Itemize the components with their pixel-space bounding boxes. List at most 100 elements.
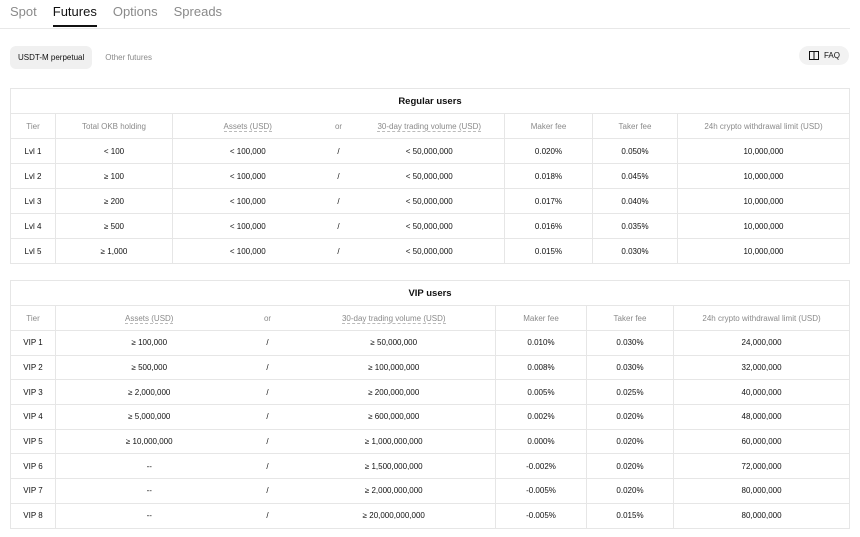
column-header: Tier bbox=[10, 113, 56, 139]
table-cell: < 100,000 bbox=[172, 188, 323, 214]
header-text: Taker fee bbox=[618, 121, 652, 131]
table-cell: / bbox=[242, 379, 293, 405]
column-header: Maker fee bbox=[495, 305, 587, 331]
table-cell: 0.045% bbox=[592, 163, 678, 189]
table-cell: < 100,000 bbox=[172, 213, 323, 239]
column-header: Taker fee bbox=[592, 113, 678, 139]
table-cell: / bbox=[242, 330, 293, 356]
header-text: Total OKB holding bbox=[81, 121, 147, 131]
table-cell: < 100 bbox=[55, 138, 173, 164]
table-cell: ≥ 10,000,000 bbox=[55, 428, 243, 454]
table-cell: 0.020% bbox=[586, 478, 674, 504]
table-cell: ≥ 20,000,000,000 bbox=[292, 502, 496, 528]
table-cell: 0.018% bbox=[504, 163, 593, 189]
column-header: 24h crypto withdrawal limit (USD) bbox=[672, 305, 850, 331]
table-cell: 0.020% bbox=[586, 453, 674, 479]
table-row: VIP 4 ≥ 5,000,000/≥ 600,000,000 0.002% 0.02… bbox=[10, 404, 850, 430]
table-cell: VIP 1 bbox=[10, 330, 56, 356]
table-cell: 0.000% bbox=[495, 428, 587, 454]
sub-tab[interactable]: Other futures bbox=[105, 53, 152, 62]
table-cell: VIP 3 bbox=[10, 379, 56, 405]
table-cell: < 50,000,000 bbox=[354, 213, 505, 239]
column-header: Tier bbox=[10, 305, 56, 331]
table-cell: ≥ 1,000 bbox=[55, 238, 173, 264]
header-text: Assets (USD) bbox=[125, 313, 174, 324]
table-row: Lvl 3 ≥ 200 < 100,000/< 50,000,000 0.017% 0.… bbox=[10, 188, 850, 214]
table-cell: / bbox=[242, 453, 293, 479]
table-title: Regular users bbox=[10, 88, 850, 114]
table-cell: ≥ 200,000,000 bbox=[292, 379, 496, 405]
column-header: Taker fee bbox=[586, 305, 674, 331]
tab[interactable]: Spreads bbox=[173, 4, 223, 19]
table-row: VIP 7 -- / ≥ 2,000,000,000 -0.005% 0.020% 80,0… bbox=[10, 478, 850, 504]
table-title: VIP users bbox=[9, 280, 850, 306]
table-cell: VIP 5 bbox=[10, 428, 56, 454]
faq-button[interactable]: FAQ bbox=[798, 46, 849, 65]
table-cell: 0.010% bbox=[495, 330, 587, 356]
table-row: Lvl 2 ≥ 100 < 100,000/< 50,000,000 0.018% 0.… bbox=[10, 163, 850, 189]
header-text: Tier bbox=[26, 121, 40, 131]
table-cell: / bbox=[242, 404, 293, 430]
tab[interactable]: Futures bbox=[52, 4, 97, 27]
column-header: Total OKB holding bbox=[55, 113, 173, 139]
table-cell: ≥ 600,000,000 bbox=[292, 404, 496, 430]
table-cell: 10,000,000 bbox=[677, 188, 850, 214]
table-cell: -0.002% bbox=[495, 453, 587, 479]
table-cell: 60,000,000 bbox=[672, 428, 850, 454]
table-cell: 80,000,000 bbox=[672, 478, 850, 504]
column-header: 30-day trading volume (USD) bbox=[292, 305, 496, 331]
faq-icon bbox=[808, 51, 819, 60]
header-text: Maker fee bbox=[530, 121, 567, 131]
table-cell: VIP 2 bbox=[10, 354, 56, 380]
table-cell: 32,000,000 bbox=[672, 354, 850, 380]
sub-tab[interactable]: USDT-M perpetual bbox=[10, 46, 93, 69]
divider bbox=[0, 28, 850, 29]
table-cell: 0.015% bbox=[586, 502, 674, 528]
table-row: VIP 3 ≥ 2,000,000/≥ 200,000,000 0.005% 0.02… bbox=[10, 379, 850, 405]
table-cell: ≥ 50,000,000 bbox=[292, 330, 496, 356]
table-cell: / bbox=[242, 502, 293, 528]
header-text: or bbox=[263, 313, 272, 323]
table-cell: 10,000,000 bbox=[677, 238, 850, 264]
table-cell: ≥ 500,000 bbox=[55, 354, 243, 380]
tab[interactable]: Spot bbox=[10, 4, 37, 19]
table-cell: 72,000,000 bbox=[672, 453, 850, 479]
table-cell: -- bbox=[55, 478, 243, 504]
table-cell: -- bbox=[55, 502, 243, 528]
header-text: 30-day trading volume (USD) bbox=[377, 121, 482, 132]
header-text: 24h crypto withdrawal limit (USD) bbox=[704, 121, 823, 131]
column-header: or bbox=[242, 305, 293, 331]
table-cell: / bbox=[322, 188, 355, 214]
table-cell: < 100,000 bbox=[172, 163, 323, 189]
table-row: VIP 8 -- / ≥ 20,000,000,000 -0.005% 0.015% 80,… bbox=[10, 502, 850, 528]
table-cell: VIP 4 bbox=[10, 404, 56, 430]
table-cell: 0.020% bbox=[504, 138, 593, 164]
tab[interactable]: Options bbox=[112, 4, 158, 19]
table-cell: -0.005% bbox=[495, 478, 587, 504]
column-header: Maker fee bbox=[504, 113, 593, 139]
column-header: Assets (USD) bbox=[172, 113, 323, 139]
header-text: 30-day trading volume (USD) bbox=[341, 313, 446, 324]
table-cell: < 50,000,000 bbox=[354, 163, 505, 189]
table-cell: ≥ 100,000 bbox=[55, 330, 243, 356]
header-text: Taker fee bbox=[613, 313, 647, 323]
table-cell: < 50,000,000 bbox=[354, 138, 505, 164]
table-cell: Lvl 1 bbox=[10, 138, 56, 164]
column-header: or bbox=[322, 113, 355, 139]
table-row: Lvl 4 ≥ 500 < 100,000/< 50,000,000 0.016% 0.… bbox=[10, 213, 850, 239]
header-text: or bbox=[334, 121, 343, 131]
table-cell: Lvl 3 bbox=[10, 188, 56, 214]
table-cell: 0.005% bbox=[495, 379, 587, 405]
table-cell: 0.030% bbox=[592, 238, 678, 264]
table-cell: 0.002% bbox=[495, 404, 587, 430]
table-cell: 24,000,000 bbox=[672, 330, 850, 356]
table-row: VIP 5 ≥ 10,000,000/≥ 1,000,000,000 0.000% 0… bbox=[10, 428, 850, 454]
table-cell: VIP 6 bbox=[10, 453, 56, 479]
table-cell: 0.035% bbox=[592, 213, 678, 239]
table-row: Lvl 5 ≥ 1,000 < 100,000/< 50,000,000 0.015%… bbox=[10, 238, 850, 264]
header-text: Assets (USD) bbox=[223, 121, 272, 132]
table-cell: Lvl 2 bbox=[10, 163, 56, 189]
table-cell: / bbox=[322, 213, 355, 239]
header-text: Maker fee bbox=[523, 313, 559, 323]
